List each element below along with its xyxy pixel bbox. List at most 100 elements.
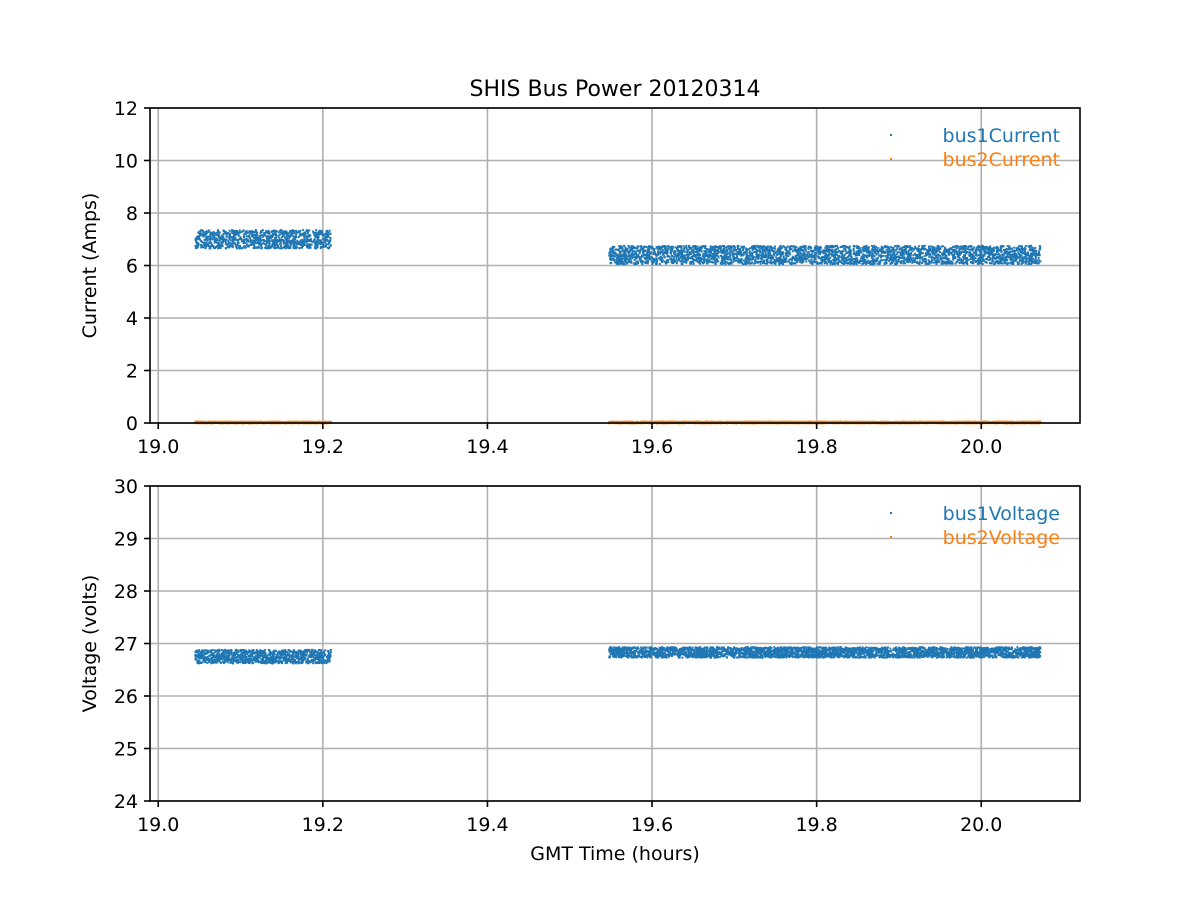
data-point [288, 246, 291, 249]
data-point [749, 257, 752, 260]
data-point [798, 260, 801, 263]
data-point [303, 244, 306, 246]
data-point [723, 257, 726, 260]
data-point [829, 252, 832, 255]
data-point [630, 261, 633, 264]
data-point [960, 248, 963, 251]
data-point [251, 239, 254, 242]
data-point [306, 232, 309, 235]
data-point [322, 244, 325, 247]
data-point [625, 257, 628, 260]
data-point [977, 244, 980, 247]
data-point [197, 231, 200, 234]
data-point [656, 247, 659, 250]
data-point [991, 259, 994, 262]
data-point [208, 247, 211, 250]
data-point [227, 241, 230, 244]
data-point [687, 254, 690, 257]
data-point [981, 244, 983, 247]
data-point [995, 257, 998, 260]
data-point [909, 255, 912, 258]
data-point [895, 261, 898, 264]
data-point [872, 250, 875, 253]
data-point [961, 259, 964, 262]
data-point [732, 245, 735, 247]
data-point [626, 250, 629, 253]
data-point [905, 251, 908, 254]
data-point [1013, 246, 1016, 249]
data-point [751, 254, 754, 257]
data-point [678, 257, 680, 260]
data-point [984, 252, 987, 255]
data-point [987, 247, 990, 250]
data-point [760, 260, 763, 263]
data-point [870, 251, 873, 254]
data-point [967, 246, 970, 248]
data-point [725, 256, 728, 258]
data-point [290, 239, 293, 242]
data-point [878, 261, 881, 264]
data-point [901, 253, 904, 256]
data-point [918, 253, 921, 256]
data-point [206, 239, 209, 242]
data-point [234, 236, 237, 239]
data-point [768, 253, 771, 256]
data-point [803, 247, 806, 250]
data-point [256, 241, 259, 244]
data-point [993, 249, 996, 252]
data-point [858, 259, 861, 262]
data-point [1010, 253, 1013, 256]
data-point [292, 230, 295, 233]
data-point [285, 230, 288, 233]
data-point [688, 246, 691, 249]
data-point [820, 259, 823, 262]
data-point [1029, 256, 1032, 259]
data-point [1034, 257, 1037, 260]
data-point [713, 254, 716, 257]
data-point [996, 253, 999, 256]
data-point [657, 252, 660, 255]
data-point [785, 257, 788, 260]
data-point [978, 258, 981, 261]
data-point [914, 247, 917, 250]
data-point [240, 237, 243, 240]
data-point [928, 255, 931, 258]
data-point [907, 245, 910, 248]
data-point [806, 253, 808, 256]
data-point [924, 247, 926, 250]
data-point [254, 237, 257, 240]
data-point [799, 253, 802, 256]
data-point [979, 257, 982, 260]
data-point [861, 248, 864, 251]
data-point [309, 246, 312, 249]
data-point [776, 258, 778, 261]
data-point [288, 231, 291, 234]
data-point [621, 248, 624, 251]
data-point [1027, 257, 1030, 260]
data-point [881, 255, 883, 257]
data-point [635, 257, 638, 260]
data-point [891, 262, 894, 264]
data-point [732, 255, 734, 258]
data-point [971, 249, 974, 252]
data-point [871, 245, 873, 247]
data-point [1038, 259, 1040, 262]
data-point [912, 254, 915, 257]
data-point [806, 254, 809, 257]
data-point [215, 241, 218, 244]
data-point [827, 246, 830, 248]
data-point [846, 262, 849, 265]
data-point [301, 239, 304, 242]
data-point [1020, 248, 1023, 251]
data-point [813, 249, 816, 252]
data-point [711, 257, 714, 260]
data-point [215, 237, 218, 240]
data-point [674, 259, 677, 262]
data-point [869, 263, 872, 266]
data-point [679, 245, 682, 248]
data-point [722, 249, 725, 252]
data-point [705, 259, 708, 262]
data-point [990, 251, 993, 254]
data-point [797, 253, 799, 256]
data-point [889, 251, 892, 253]
